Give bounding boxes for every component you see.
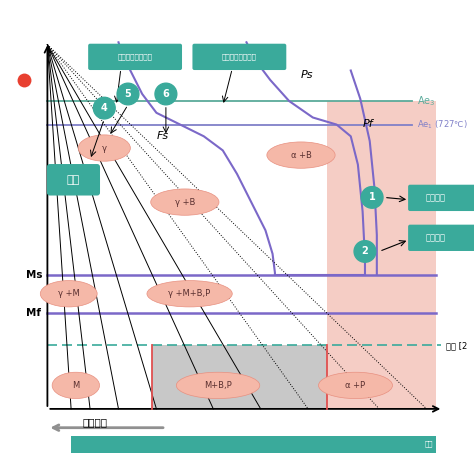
Text: 焼入: 焼入 <box>67 175 80 185</box>
Text: Mf: Mf <box>26 307 41 318</box>
Ellipse shape <box>267 142 335 168</box>
Text: γ +B: γ +B <box>175 197 195 207</box>
Text: 焼ならし: 焼ならし <box>426 233 446 243</box>
Text: M: M <box>72 381 80 390</box>
Circle shape <box>155 83 177 105</box>
Text: Ms: Ms <box>26 270 43 280</box>
Ellipse shape <box>52 372 100 399</box>
Text: 6: 6 <box>163 89 169 99</box>
FancyBboxPatch shape <box>47 164 100 196</box>
Ellipse shape <box>78 135 130 161</box>
Text: γ +M+B,P: γ +M+B,P <box>168 289 211 298</box>
Bar <box>71 436 436 453</box>
Text: 時間: 時間 <box>425 441 433 447</box>
Ellipse shape <box>151 189 219 215</box>
Ellipse shape <box>40 281 97 307</box>
Text: α +B: α +B <box>291 150 311 160</box>
Text: Ae$_1$ (727℃): Ae$_1$ (727℃) <box>417 118 468 131</box>
FancyBboxPatch shape <box>408 225 474 251</box>
Circle shape <box>93 97 115 119</box>
Ellipse shape <box>147 281 232 307</box>
Text: 1: 1 <box>369 192 375 203</box>
Ellipse shape <box>319 372 392 399</box>
Text: α +P: α +P <box>346 381 365 390</box>
Text: 下部臨海冷却速度: 下部臨海冷却速度 <box>222 54 257 60</box>
FancyBboxPatch shape <box>408 185 474 211</box>
Text: 完全焼な: 完全焼な <box>426 193 446 203</box>
Circle shape <box>361 187 383 208</box>
FancyBboxPatch shape <box>88 44 182 70</box>
Text: 硬くなる: 硬くなる <box>82 417 107 427</box>
Text: 上部臨海冷却速度: 上部臨海冷却速度 <box>118 54 153 60</box>
Text: 室温 [2: 室温 [2 <box>446 341 467 350</box>
Text: 5: 5 <box>125 89 131 99</box>
Ellipse shape <box>176 372 260 399</box>
Bar <box>327 101 436 345</box>
Text: 4: 4 <box>101 103 108 113</box>
Text: Fs: Fs <box>156 131 169 141</box>
Text: γ: γ <box>102 143 107 153</box>
Circle shape <box>117 83 139 105</box>
Text: Ps: Ps <box>301 70 313 79</box>
Text: M+B,P: M+B,P <box>204 381 232 390</box>
Bar <box>152 345 327 409</box>
Text: 2: 2 <box>362 246 368 257</box>
Text: γ +M: γ +M <box>58 289 80 298</box>
Bar <box>327 157 436 409</box>
Text: Pf: Pf <box>363 119 373 129</box>
Circle shape <box>354 241 376 262</box>
Text: Ae$_3$: Ae$_3$ <box>417 94 436 108</box>
FancyBboxPatch shape <box>192 44 286 70</box>
